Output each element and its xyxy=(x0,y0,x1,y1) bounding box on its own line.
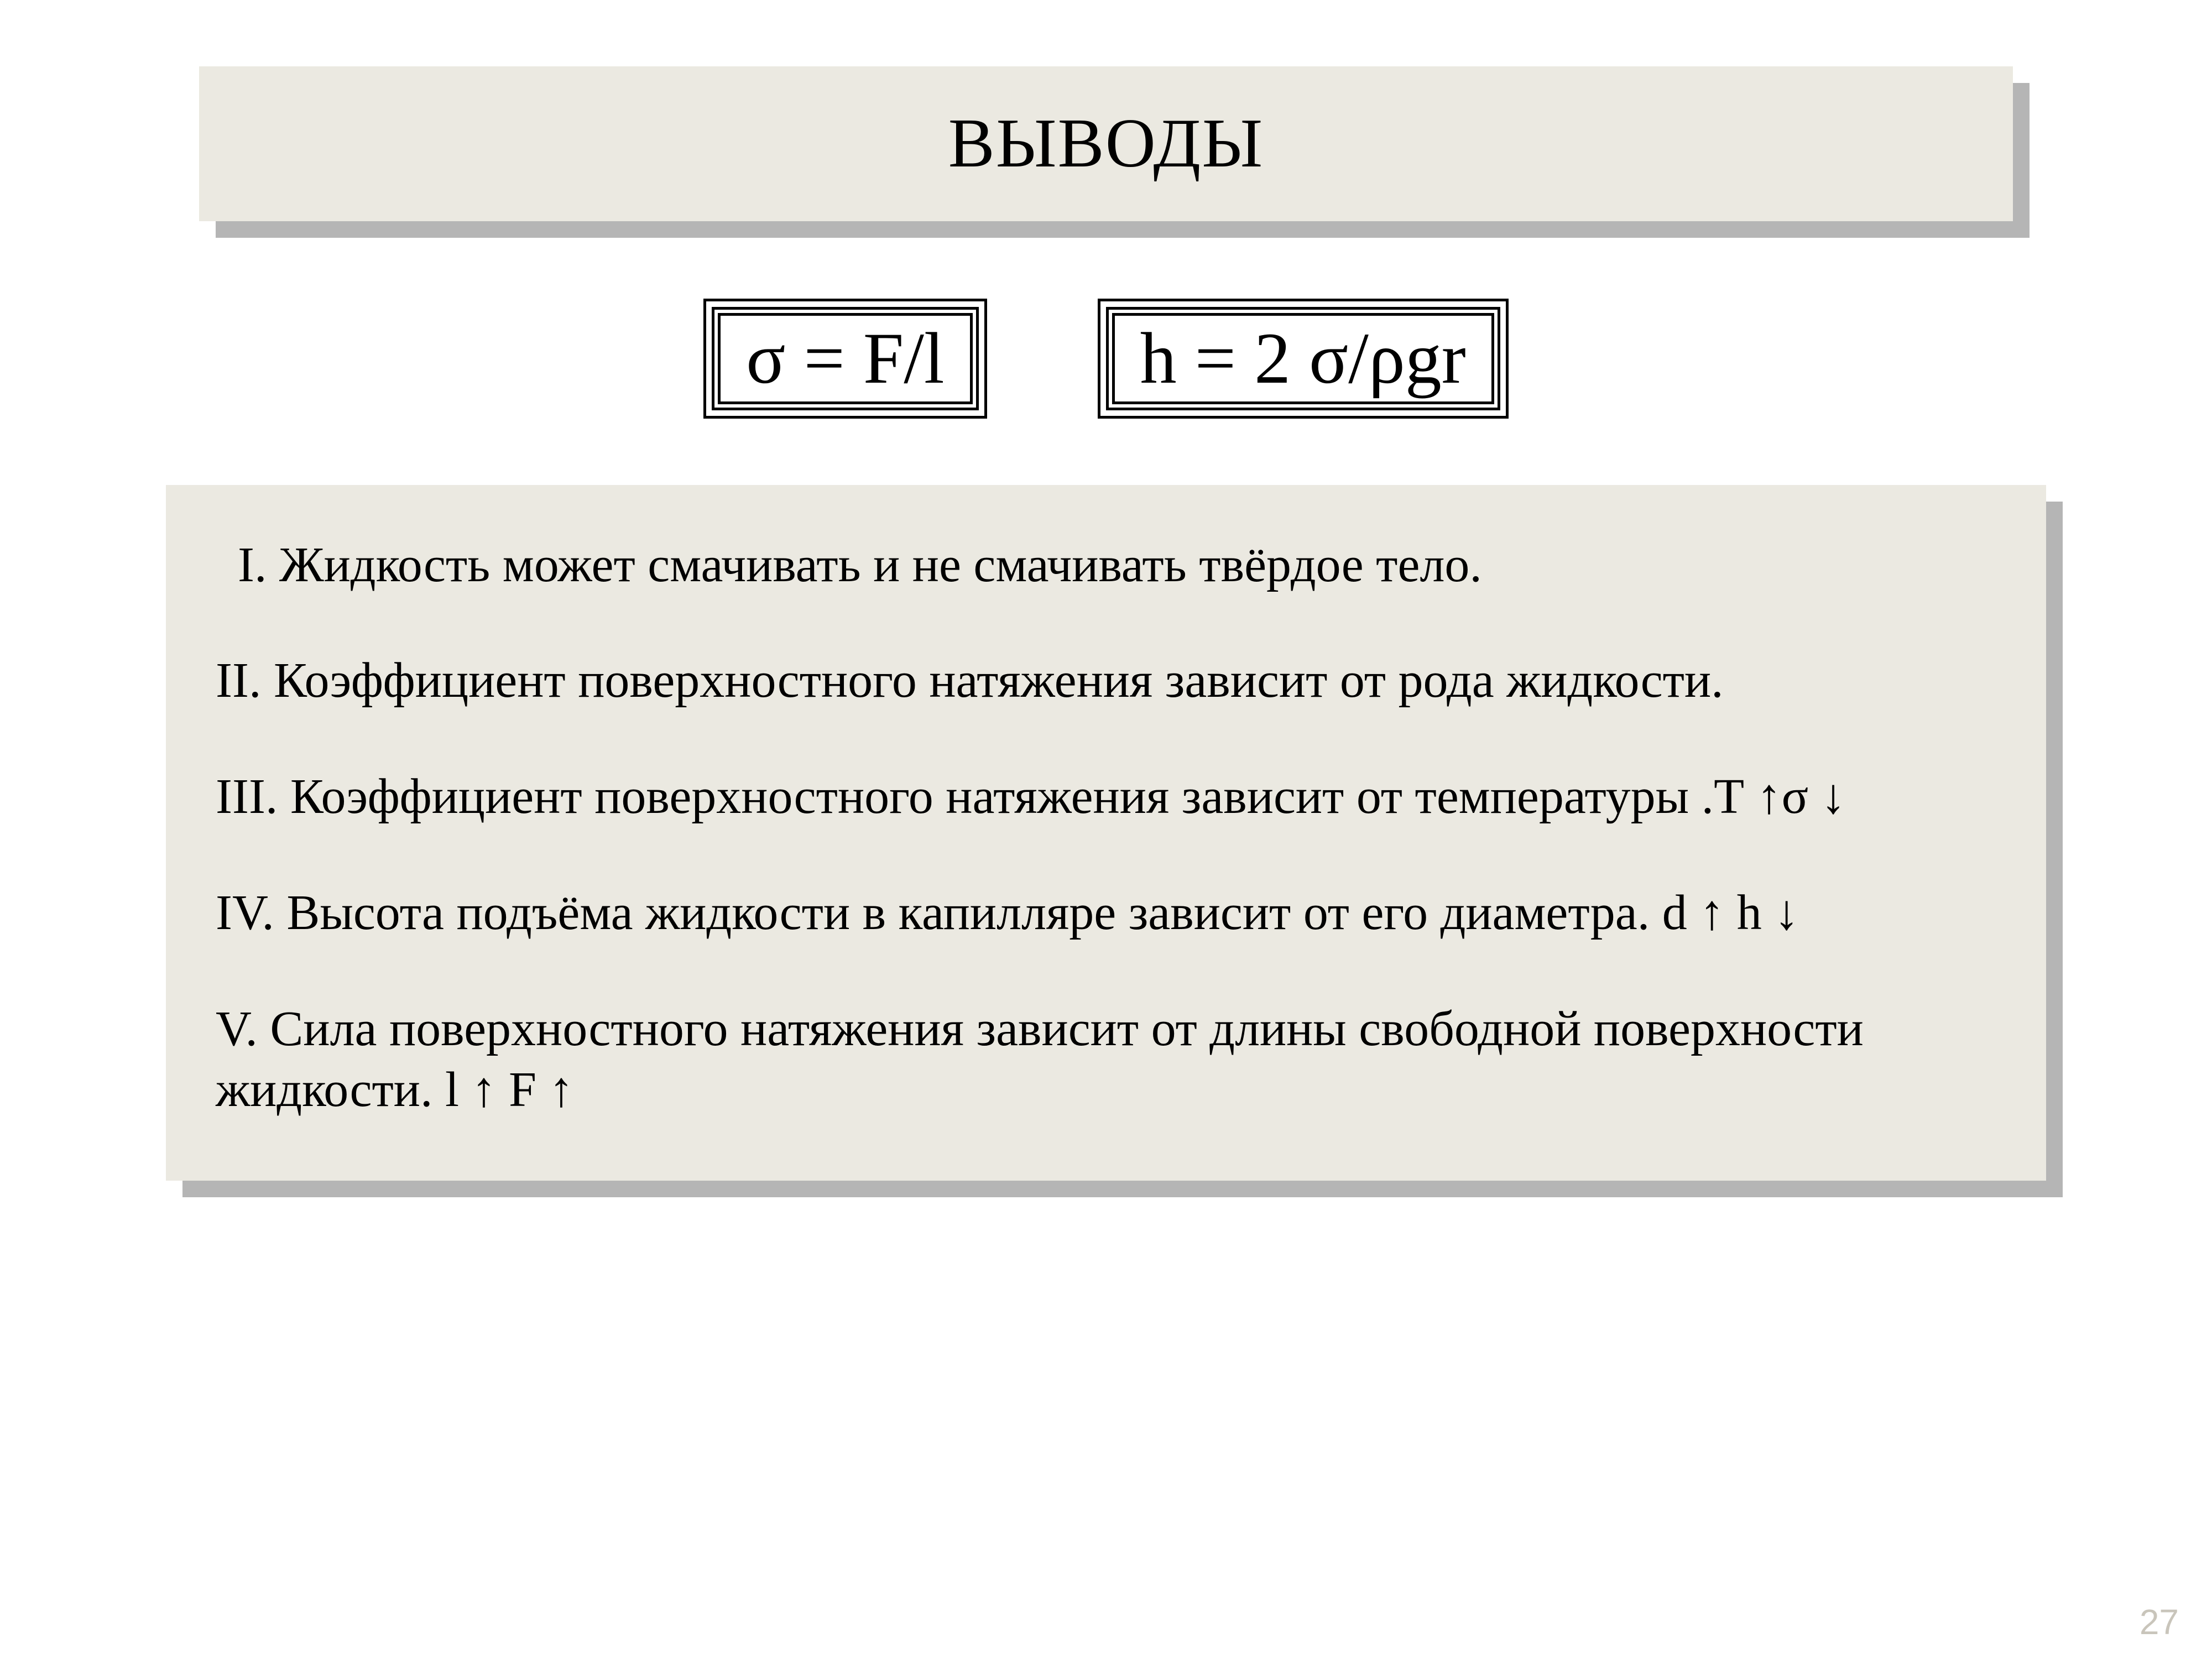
conclusion-item: V. Сила поверхностного натяжения зависит… xyxy=(216,999,1996,1120)
formula-box-inner: h = 2 σ/ρgr xyxy=(1106,307,1500,410)
formula-box-h: h = 2 σ/ρgr xyxy=(1098,299,1509,419)
formula-box-sigma: σ = F/l xyxy=(703,299,987,419)
page-number: 27 xyxy=(2140,1601,2179,1642)
title-panel: ВЫВОДЫ xyxy=(199,66,2013,221)
conclusion-item: II. Коэффициент поверхностного натяжения… xyxy=(216,650,1996,711)
conclusion-item: IV. Высота подъёма жидкости в капилляре … xyxy=(216,883,1996,943)
slide: ВЫВОДЫ σ = F/l h = 2 σ/ρgr I. Жидкость м… xyxy=(0,0,2212,1659)
formula-h: h = 2 σ/ρgr xyxy=(1112,313,1494,404)
conclusions-panel: I. Жидкость может смачивать и не смачива… xyxy=(166,485,2046,1181)
formula-sigma: σ = F/l xyxy=(718,313,972,404)
slide-title: ВЫВОДЫ xyxy=(948,104,1264,184)
formula-box-inner: σ = F/l xyxy=(712,307,978,410)
formulas-row: σ = F/l h = 2 σ/ρgr xyxy=(166,299,2046,419)
conclusion-item: I. Жидкость может смачивать и не смачива… xyxy=(216,535,1996,596)
conclusion-item: III. Коэффициент поверхностного натяжени… xyxy=(216,766,1996,827)
